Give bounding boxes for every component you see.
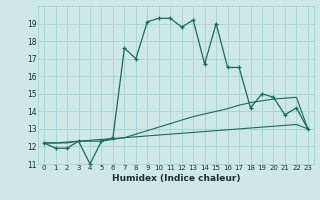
- X-axis label: Humidex (Indice chaleur): Humidex (Indice chaleur): [112, 174, 240, 183]
